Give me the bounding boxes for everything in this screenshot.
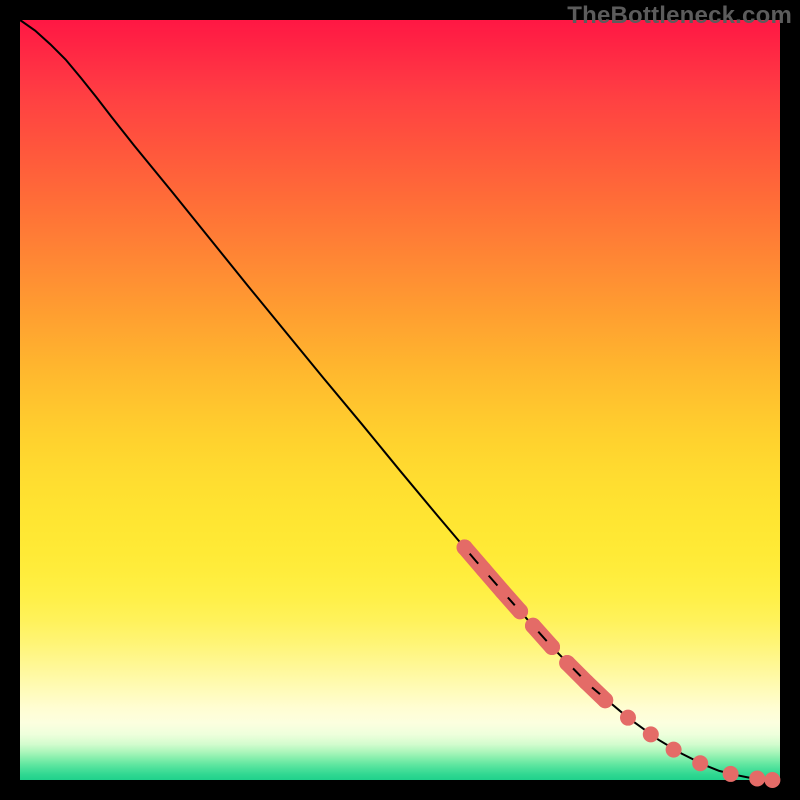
- chart-root: TheBottleneck.com: [0, 0, 800, 800]
- watermark-text: TheBottleneck.com: [567, 2, 792, 30]
- gradient-background: [20, 20, 780, 780]
- chart-svg: [0, 0, 800, 800]
